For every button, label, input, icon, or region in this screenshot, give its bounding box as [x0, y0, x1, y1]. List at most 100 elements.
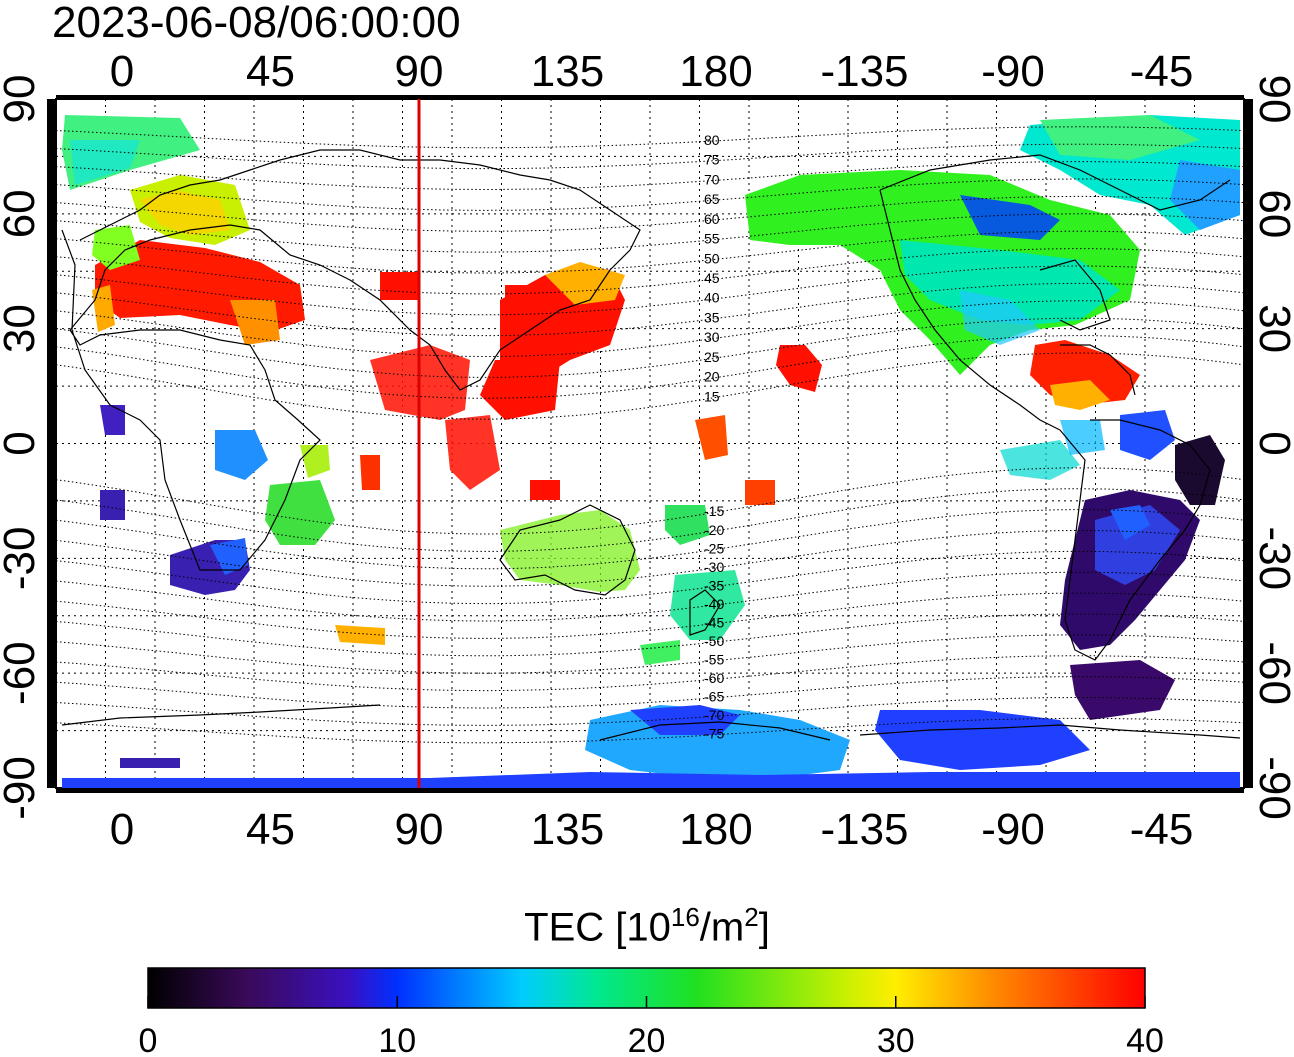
contour-labels: 80 75 70 65 60 55 50 45 40 35 30 25 20 15 -15 -20 -25 -30… — [704, 132, 724, 742]
contour-label: 30 — [704, 329, 720, 345]
latitude-tick-label: 90 — [1250, 75, 1294, 124]
contour-label: 75 — [704, 152, 720, 168]
colorbar-tick-label: 40 — [1126, 1022, 1164, 1057]
latitude-tick-label: -60 — [1250, 641, 1294, 705]
colorbar-tick-label: 0 — [139, 1022, 158, 1057]
contour-line — [56, 213, 1244, 253]
contour-label: -15 — [704, 503, 724, 519]
plot-title: 2023-06-08/06:00:00 — [52, 0, 461, 47]
latitude-tick-label: 30 — [1250, 304, 1294, 353]
contour-line — [56, 248, 1244, 295]
contour-label: 25 — [704, 349, 720, 365]
contour-line — [56, 335, 1244, 399]
contour-label: 20 — [704, 369, 720, 385]
colorbar-title: TEC [1016/m2] — [0, 902, 1294, 950]
contour-label: -40 — [704, 596, 724, 612]
contour-line — [56, 530, 1244, 587]
contour-label: -75 — [704, 726, 724, 742]
contour-label: 15 — [704, 388, 720, 404]
contour-line — [56, 550, 1244, 605]
latitude-tick-label: -90 — [0, 756, 44, 820]
magnetic-latitude-contours — [56, 126, 1244, 744]
longitude-tick-label: 90 — [395, 805, 444, 854]
left-latitude-ticks: 90 60 30 0 -30 -60 -90 — [0, 75, 44, 820]
bottom-longitude-ticks: 0 45 90 135 180 -135 -90 -45 — [110, 805, 1194, 854]
contour-line — [56, 265, 1244, 316]
contour-line — [56, 467, 1244, 535]
contour-line — [56, 317, 1244, 378]
contour-line — [56, 613, 1244, 657]
contour-label: -60 — [704, 670, 724, 686]
colorbar-tick-label: 30 — [877, 1022, 915, 1057]
longitude-tick-label: 90 — [395, 47, 444, 96]
contour-label: -25 — [704, 540, 724, 556]
contour-line — [56, 300, 1244, 357]
contour-label: -55 — [704, 652, 724, 668]
contour-label: 45 — [704, 270, 720, 286]
longitude-tick-label: 45 — [246, 47, 295, 96]
contour-line — [56, 509, 1244, 570]
colorbar-title-exponent: 16 — [670, 902, 700, 932]
contour-label: 65 — [704, 191, 720, 207]
contour-label: 80 — [704, 132, 720, 148]
contour-line — [56, 282, 1244, 337]
colorbar: 0 10 20 30 40 — [139, 967, 1164, 1057]
longitude-tick-label: -135 — [820, 805, 908, 854]
colorbar-ticks: 0 10 20 30 40 — [139, 996, 1164, 1057]
contour-label: 70 — [704, 171, 720, 187]
latitude-tick-label: 30 — [0, 304, 44, 353]
contour-label: -65 — [704, 689, 724, 705]
longitude-tick-label: 180 — [679, 47, 752, 96]
longitude-tick-label: 135 — [531, 805, 604, 854]
longitude-tick-label: 0 — [110, 47, 134, 96]
coastlines — [61, 149, 1241, 741]
contour-label: 40 — [704, 290, 720, 306]
right-latitude-ticks: 90 60 30 0 -30 -60 -90 — [1250, 75, 1294, 820]
contour-label: -70 — [704, 707, 724, 723]
contour-line — [56, 488, 1244, 552]
tec-data-cells — [62, 115, 1240, 788]
colorbar-title-square: 2 — [744, 902, 759, 932]
latitude-tick-label: 60 — [0, 189, 44, 238]
latitude-tick-label: -90 — [1250, 756, 1294, 820]
latitude-tick-label: 90 — [0, 75, 44, 124]
latitude-tick-label: -30 — [1250, 527, 1294, 591]
latitude-tick-label: 60 — [1250, 189, 1294, 238]
colorbar-title-main: TEC [10 — [524, 905, 671, 950]
contour-line — [56, 230, 1244, 274]
longitude-tick-label: -45 — [1130, 47, 1194, 96]
top-longitude-ticks: 0 45 90 135 180 -135 -90 -45 — [110, 47, 1194, 96]
longitude-tick-label: -90 — [981, 47, 1045, 96]
contour-label: -45 — [704, 614, 724, 630]
latitude-tick-label: -30 — [0, 527, 44, 591]
colorbar-tick-label: 10 — [378, 1022, 416, 1057]
contour-line — [56, 571, 1244, 622]
longitude-tick-label: 135 — [531, 47, 604, 96]
contour-line — [56, 655, 1244, 692]
longitude-tick-label: 45 — [246, 805, 295, 854]
colorbar-title-end: ] — [758, 905, 770, 950]
longitude-tick-label: 180 — [679, 805, 752, 854]
longitude-tick-label: 0 — [110, 805, 134, 854]
latitude-tick-label: -60 — [0, 641, 44, 705]
contour-line — [56, 352, 1244, 420]
contour-line — [56, 195, 1244, 232]
longitude-tick-label: -135 — [820, 47, 908, 96]
contour-line — [56, 634, 1244, 674]
contour-label: 35 — [704, 309, 720, 325]
colorbar-title-unit: /m — [699, 905, 745, 950]
contour-label: -20 — [704, 522, 724, 538]
contour-label: 60 — [704, 211, 720, 227]
contour-label: -30 — [704, 559, 724, 575]
contour-label: -35 — [704, 577, 724, 593]
contour-label: -50 — [704, 633, 724, 649]
contour-label: 50 — [704, 250, 720, 266]
colorbar-tick-label: 20 — [628, 1022, 666, 1057]
latitude-tick-label: 0 — [0, 431, 44, 455]
longitude-tick-label: -90 — [981, 805, 1045, 854]
latitude-tick-label: 0 — [1250, 431, 1294, 455]
contour-label: 55 — [704, 231, 720, 247]
longitude-tick-label: -45 — [1130, 805, 1194, 854]
map-border-bars — [47, 95, 1253, 793]
